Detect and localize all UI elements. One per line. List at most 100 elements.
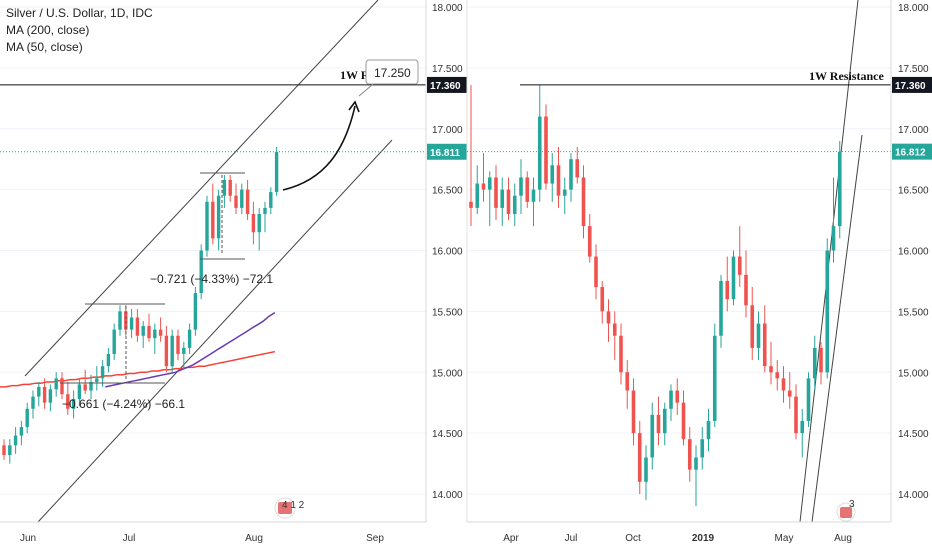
right-resistance-tag-bg xyxy=(892,76,932,93)
projection-arrow[interactable] xyxy=(282,105,356,191)
right-candle-body xyxy=(500,189,505,208)
channel-lower-line[interactable] xyxy=(37,139,393,523)
right-resistance-tag[interactable]: 17.360 xyxy=(892,76,932,93)
left-last-price-tag[interactable]: 16.811 xyxy=(427,143,467,160)
left-candle-body xyxy=(66,394,70,409)
right-candle-body xyxy=(756,323,761,348)
right-candle-body xyxy=(550,165,555,184)
right-price-tick: 16.000 xyxy=(898,247,929,258)
right-candle-body xyxy=(700,439,705,458)
right-candle-body xyxy=(631,390,636,434)
left-candle-body xyxy=(216,195,221,239)
right-candle-body xyxy=(687,439,692,470)
left-candle-body xyxy=(60,378,64,395)
right-chart-panel[interactable]: 1W Resistance 3 18.00017.50017.00016.5001… xyxy=(466,0,932,544)
right-candles xyxy=(469,84,842,507)
left-candle-body xyxy=(158,329,163,336)
right-candle-body xyxy=(656,414,661,434)
right-candle-body xyxy=(537,116,542,190)
right-candle-body xyxy=(781,378,786,391)
right-candle-body xyxy=(669,390,673,409)
right-candle-body xyxy=(512,195,517,214)
right-candle-body xyxy=(531,189,536,202)
channel-upper-line[interactable] xyxy=(24,0,379,377)
right-candle-body xyxy=(675,390,680,403)
left-candle-body xyxy=(228,179,232,196)
right-candle-body xyxy=(506,189,511,214)
left-candles xyxy=(2,147,279,464)
left-event-marker[interactable]: 4 1 2 xyxy=(274,497,305,519)
legend-ma200[interactable]: MA (200, close) xyxy=(6,23,90,37)
right-time-tick: May xyxy=(775,533,794,544)
left-time-tick: Aug xyxy=(245,533,263,544)
left-price-tick: 16.000 xyxy=(432,247,463,258)
legend-ma50[interactable]: MA (50, close) xyxy=(6,40,83,54)
right-trend-line-lower[interactable] xyxy=(811,134,863,523)
left-candle-body xyxy=(135,317,140,336)
legend-symbol[interactable]: Silver / U.S. Dollar, 1D, IDC xyxy=(6,6,153,20)
left-resistance-tag[interactable]: 17.360 xyxy=(427,76,467,93)
right-price-tick: 17.000 xyxy=(898,125,929,136)
right-time-tick: Oct xyxy=(625,533,641,544)
right-candle-body xyxy=(662,408,667,434)
left-resistance-tag-bg xyxy=(427,76,467,93)
left-time-tick: Jun xyxy=(20,533,36,544)
flag-icon xyxy=(840,507,852,518)
left-candle-body xyxy=(199,250,203,294)
left-drawings[interactable]: 1W R −0.721 (−4.33%) −72.1 −0.661 (−4.24%)… xyxy=(0,59,426,519)
left-candle-body xyxy=(54,378,58,390)
right-candle-body xyxy=(562,189,567,196)
right-drawings[interactable]: 1W Resistance 3 xyxy=(467,69,891,522)
right-last-price-tag-bg xyxy=(892,143,932,160)
target-callout-text: 17.250 xyxy=(374,66,411,80)
event-marker-count: 4 1 2 xyxy=(282,500,305,511)
right-candle-body xyxy=(594,256,598,288)
right-candle-body xyxy=(606,311,611,324)
left-candle-body xyxy=(274,151,279,193)
right-time-tick: Jul xyxy=(565,533,578,544)
right-last-price-tag[interactable]: 16.812 xyxy=(892,143,932,160)
right-candle-body xyxy=(794,396,798,434)
right-event-marker[interactable]: 3 xyxy=(836,499,856,522)
left-resistance-tag-text: 17.360 xyxy=(430,81,461,92)
left-candle-body xyxy=(118,311,122,330)
right-resistance-label: 1W Resistance xyxy=(809,69,884,83)
left-trend-channel[interactable] xyxy=(24,0,393,523)
right-candle-body xyxy=(819,347,823,373)
right-candle-body xyxy=(800,420,805,434)
left-grid xyxy=(0,6,426,495)
right-candle-body xyxy=(694,457,698,470)
target-callout-box xyxy=(365,59,419,85)
left-candle-body xyxy=(89,381,93,391)
left-price-tick: 15.500 xyxy=(432,307,463,318)
right-candle-body xyxy=(644,457,648,482)
right-price-tick: 15.000 xyxy=(898,368,929,379)
right-candle-body xyxy=(569,159,573,190)
right-candle-body xyxy=(712,335,717,421)
left-price-tick: 15.000 xyxy=(432,368,463,379)
left-candle-body xyxy=(245,189,250,214)
left-price-axis[interactable]: 18.000 17.500 17.000 16.500 16.000 15.500 15.0… xyxy=(427,3,467,501)
right-time-tick: Aug xyxy=(834,533,852,544)
left-candle-body xyxy=(129,317,134,330)
right-candle-body xyxy=(575,159,580,178)
right-time-axis[interactable]: Apr Jul Oct 2019 May Aug xyxy=(503,533,852,544)
right-candle-body xyxy=(475,183,480,208)
left-moving-averages xyxy=(0,311,276,388)
left-price-tick: 17.500 xyxy=(432,64,463,75)
left-candle-body xyxy=(234,195,238,208)
measure2-label: −0.661 (−4.24%) −66.1 xyxy=(62,397,185,411)
left-candle-body xyxy=(147,325,151,339)
left-chart-panel[interactable]: 1W R −0.721 (−4.33%) −72.1 −0.661 (−4.24%)… xyxy=(0,0,467,544)
right-candle-body xyxy=(775,372,780,379)
left-candle-body xyxy=(187,329,192,348)
left-time-axis[interactable]: Jun Jul Aug Sep xyxy=(20,533,384,544)
left-candle-body xyxy=(170,335,174,367)
left-price-tick: 18.000 xyxy=(432,3,463,14)
left-candle-body xyxy=(8,445,12,456)
target-callout[interactable]: 17.250 xyxy=(365,59,419,85)
right-candle-body xyxy=(719,280,723,336)
right-price-axis[interactable]: 18.000 17.500 17.000 16.500 16.000 15.500 15.0… xyxy=(892,3,932,501)
left-candle-body xyxy=(71,399,76,409)
